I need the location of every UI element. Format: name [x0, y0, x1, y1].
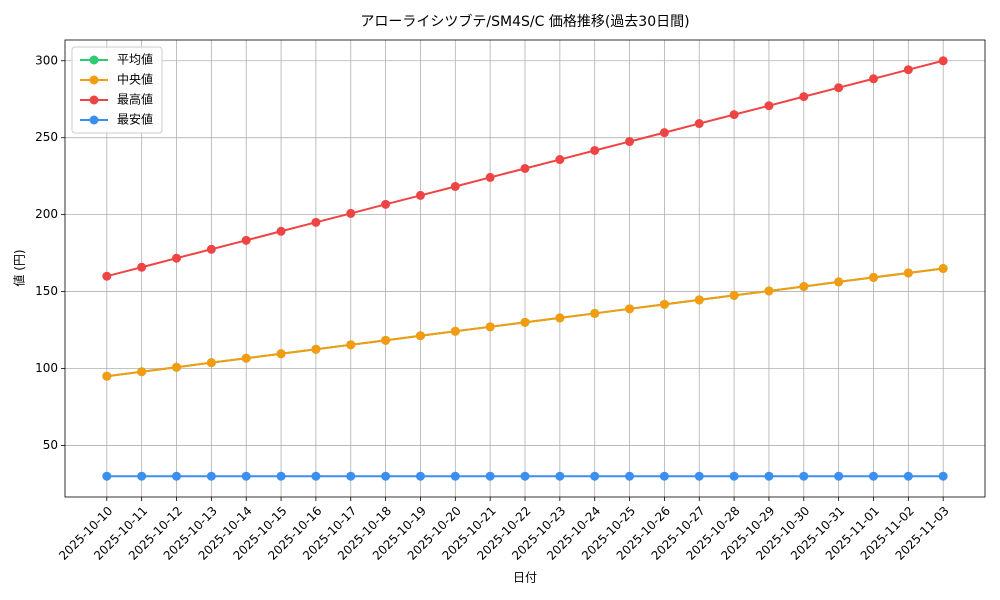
data-point: [868, 471, 878, 481]
data-point: [694, 471, 704, 481]
data-point: [659, 471, 669, 481]
data-point: [903, 65, 913, 75]
y-tick-label: 100: [35, 361, 58, 375]
data-point: [938, 264, 948, 273]
data-point: [834, 471, 844, 481]
data-point: [555, 313, 565, 323]
data-point: [729, 110, 739, 120]
data-point: [799, 471, 809, 481]
y-tick-label: 250: [35, 130, 58, 144]
data-point: [450, 326, 460, 336]
data-point: [450, 471, 460, 481]
data-point: [625, 304, 635, 314]
data-point: [764, 101, 774, 111]
data-point: [729, 290, 739, 300]
legend-marker: [89, 95, 99, 105]
data-point: [485, 322, 495, 332]
legend-marker: [89, 75, 99, 85]
data-point: [172, 471, 182, 481]
data-point: [276, 471, 286, 481]
data-point: [241, 353, 251, 363]
x-axis-label: 日付: [513, 571, 537, 585]
data-point: [799, 282, 809, 292]
legend-box: [71, 46, 163, 134]
data-point: [276, 349, 286, 359]
y-tick-label: 150: [35, 284, 58, 298]
y-tick-label: 50: [43, 438, 58, 452]
data-point: [346, 471, 356, 481]
data-point: [241, 235, 251, 245]
data-point: [555, 155, 565, 165]
data-point: [764, 471, 774, 481]
data-point: [834, 83, 844, 93]
data-point: [903, 268, 913, 278]
data-point: [241, 471, 251, 481]
data-point: [311, 217, 321, 227]
data-point: [102, 371, 112, 381]
data-point: [206, 471, 216, 481]
data-point: [694, 119, 704, 129]
data-point: [764, 286, 774, 296]
data-point: [137, 262, 147, 272]
data-point: [625, 137, 635, 147]
y-tick-label: 200: [35, 207, 58, 221]
y-axis-label: 値 (円): [12, 249, 27, 286]
data-point: [834, 277, 844, 287]
data-point: [381, 199, 391, 209]
legend-label: 平均値: [117, 52, 153, 67]
data-point: [520, 471, 530, 481]
data-point: [659, 128, 669, 138]
data-point: [520, 163, 530, 173]
data-point: [137, 471, 147, 481]
data-point: [799, 92, 809, 102]
data-point: [172, 253, 182, 263]
data-point: [102, 271, 112, 281]
legend-label: 最高値: [117, 92, 153, 107]
data-point: [868, 272, 878, 282]
legend-marker: [89, 55, 99, 65]
data-point: [346, 208, 356, 218]
data-point: [590, 471, 600, 481]
legend-label: 中央値: [117, 72, 153, 87]
plot-frame: [64, 39, 986, 498]
data-point: [381, 335, 391, 345]
y-tick-label: 300: [35, 53, 58, 67]
chart-title: アローライシツブテ/SM4S/C 価格推移(過去30日間): [360, 13, 689, 30]
data-point: [938, 56, 948, 66]
data-point: [520, 317, 530, 327]
data-point: [590, 145, 600, 155]
data-point: [381, 471, 391, 481]
data-point: [311, 344, 321, 354]
data-point: [102, 471, 112, 481]
data-point: [868, 74, 878, 84]
data-point: [590, 308, 600, 318]
data-point: [555, 471, 565, 481]
data-point: [276, 226, 286, 236]
data-point: [938, 471, 948, 481]
data-point: [311, 471, 321, 481]
legend-label: 最安値: [117, 112, 153, 127]
data-point: [485, 172, 495, 182]
data-point: [415, 190, 425, 200]
data-point: [625, 471, 635, 481]
data-point: [415, 471, 425, 481]
data-point: [415, 331, 425, 341]
legend-marker: [89, 115, 99, 125]
data-point: [903, 471, 913, 481]
data-point: [137, 367, 147, 377]
data-point: [346, 340, 356, 350]
data-point: [694, 295, 704, 305]
data-point: [450, 181, 460, 191]
data-point: [206, 244, 216, 254]
data-point: [659, 299, 669, 309]
data-point: [206, 358, 216, 368]
data-point: [485, 471, 495, 481]
data-point: [729, 471, 739, 481]
data-point: [172, 362, 182, 372]
